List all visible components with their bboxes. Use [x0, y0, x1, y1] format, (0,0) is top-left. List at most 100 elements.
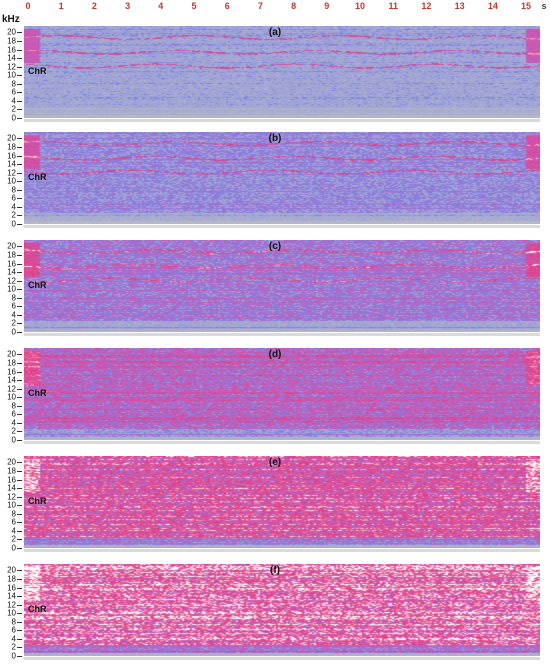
spectrogram-panel: 0 2 4 6 8 10 12 14 16 18 20 (f) ChR — [0, 564, 550, 664]
chr-label: ChR — [28, 280, 47, 291]
panel-label: (c) — [268, 241, 282, 252]
frequency-tick-mark — [17, 297, 22, 299]
time-tick-label: 12 — [421, 1, 432, 11]
frequency-tick-mark — [17, 164, 22, 166]
time-tick-label: 4 — [158, 1, 164, 11]
frequency-tick-mark — [17, 570, 22, 572]
spectrogram-canvas — [24, 132, 540, 224]
frequency-tick-label: 20 — [7, 457, 16, 467]
time-tick-label: 11 — [388, 1, 398, 11]
frequency-tick-mark — [17, 479, 22, 481]
frequency-tick-label: 20 — [7, 349, 16, 359]
frequency-tick-label: 12 — [7, 492, 16, 502]
spectrogram-image — [24, 26, 540, 118]
time-tick-label: 3 — [125, 1, 131, 11]
frequency-tick-label: 6 — [11, 625, 16, 635]
chr-label: ChR — [28, 66, 47, 77]
frequency-tick-label: 8 — [11, 509, 16, 519]
frequency-tick-mark — [17, 92, 22, 94]
frequency-tick-label: 4 — [11, 310, 16, 320]
frequency-tick-mark — [17, 621, 22, 623]
frequency-tick-mark — [17, 630, 22, 632]
frequency-tick-label: 20 — [7, 133, 16, 143]
frequency-tick-mark — [17, 362, 22, 364]
frequency-tick-mark — [17, 405, 22, 407]
panel-label: (a) — [268, 27, 282, 38]
frequency-tick-label: 0 — [11, 435, 16, 445]
time-tick-label: 2 — [91, 1, 97, 11]
frequency-tick-mark — [17, 66, 22, 68]
panel-label: (e) — [268, 457, 282, 468]
frequency-tick-mark — [17, 58, 22, 60]
time-tick-label: 1 — [58, 1, 64, 11]
frequency-tick-label: 14 — [7, 53, 16, 63]
frequency-tick-label: 2 — [11, 642, 16, 652]
frequency-tick-label: 10 — [7, 608, 16, 618]
frequency-tick-mark — [17, 263, 22, 265]
frequency-tick-mark — [17, 272, 22, 274]
frequency-tick-label: 4 — [11, 526, 16, 536]
frequency-tick-mark — [17, 354, 22, 356]
frequency-tick-label: 10 — [7, 392, 16, 402]
frequency-tick-label: 6 — [11, 517, 16, 527]
panel-label: (b) — [268, 133, 282, 144]
spectrogram-panel: 0 2 4 6 8 10 12 14 16 18 20 (d) ChR — [0, 348, 550, 448]
spectrogram-image — [24, 240, 540, 332]
frequency-tick-label: 16 — [7, 583, 16, 593]
frequency-tick-mark — [17, 40, 22, 42]
frequency-tick-mark — [17, 548, 22, 549]
frequency-tick-label: 8 — [11, 617, 16, 627]
frequency-tick-mark — [17, 109, 22, 111]
frequency-tick-label: 2 — [11, 534, 16, 544]
frequency-tick-mark — [17, 206, 22, 208]
frequency-tick-mark — [17, 647, 22, 649]
frequency-tick-label: 12 — [7, 168, 16, 178]
frequency-tick-label: 16 — [7, 151, 16, 161]
frequency-tick-label: 18 — [7, 250, 16, 260]
frequency-tick-mark — [17, 496, 22, 498]
spectrogram-canvas — [24, 348, 540, 440]
frequency-tick-label: 18 — [7, 466, 16, 476]
frequency-tick-label: 14 — [7, 483, 16, 493]
time-tick-label: 0 — [25, 1, 31, 11]
panel-baseline — [24, 225, 540, 228]
spectrogram-panel: 0 2 4 6 8 10 12 14 16 18 20 (c) ChR — [0, 240, 550, 340]
frequency-tick-mark — [17, 314, 22, 316]
frequency-tick-mark — [17, 422, 22, 424]
frequency-tick-label: 16 — [7, 259, 16, 269]
frequency-tick-label: 6 — [11, 301, 16, 311]
frequency-tick-label: 10 — [7, 284, 16, 294]
time-tick-label: 15 — [521, 1, 532, 11]
frequency-tick-mark — [17, 138, 22, 140]
frequency-tick-label: 8 — [11, 401, 16, 411]
frequency-tick-mark — [17, 522, 22, 524]
panel-baseline — [24, 333, 540, 336]
frequency-tick-mark — [17, 388, 22, 390]
time-tick-label: 13 — [454, 1, 465, 11]
frequency-tick-mark — [17, 596, 22, 598]
spectrogram-canvas — [24, 240, 540, 332]
time-tick-label: 7 — [257, 1, 263, 11]
chr-label: ChR — [28, 388, 47, 399]
frequency-tick-label: 20 — [7, 27, 16, 37]
frequency-tick-label: 20 — [7, 565, 16, 575]
frequency-tick-label: 4 — [11, 634, 16, 644]
frequency-tick-label: 8 — [11, 293, 16, 303]
frequency-tick-mark — [17, 75, 22, 77]
frequency-tick-mark — [17, 215, 22, 217]
time-unit-label: s — [541, 1, 547, 11]
time-tick-label: 9 — [324, 1, 330, 11]
frequency-tick-label: 20 — [7, 241, 16, 251]
frequency-tick-label: 6 — [11, 193, 16, 203]
frequency-tick-mark — [17, 181, 22, 183]
frequency-tick-label: 0 — [11, 651, 16, 661]
frequency-tick-label: 10 — [7, 70, 16, 80]
frequency-tick-label: 2 — [11, 318, 16, 328]
frequency-tick-label: 12 — [7, 600, 16, 610]
frequency-tick-mark — [17, 198, 22, 200]
frequency-tick-mark — [17, 638, 22, 640]
spectrogram-canvas — [24, 26, 540, 118]
spectrogram-image — [24, 456, 540, 548]
frequency-tick-label: 18 — [7, 358, 16, 368]
frequency-tick-label: 18 — [7, 36, 16, 46]
